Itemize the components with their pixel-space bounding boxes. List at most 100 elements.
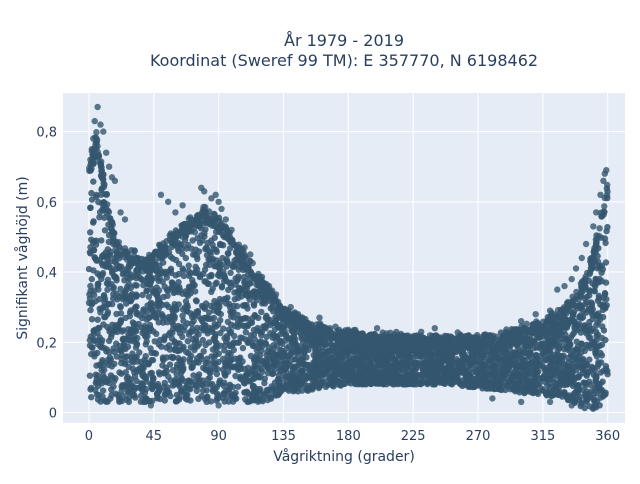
scatter-point — [597, 395, 603, 401]
scatter-point — [212, 235, 218, 241]
scatter-point — [159, 311, 165, 317]
scatter-point — [293, 356, 299, 362]
scatter-point — [378, 371, 384, 377]
scatter-point — [167, 361, 173, 367]
scatter-point — [571, 360, 577, 366]
scatter-point — [335, 359, 341, 365]
scatter-point — [254, 357, 260, 363]
scatter-point — [112, 375, 118, 381]
scatter-point — [476, 342, 482, 348]
scatter-point — [249, 320, 255, 326]
scatter-point — [221, 335, 227, 341]
scatter-point — [510, 361, 516, 367]
scatter-point — [136, 312, 142, 318]
scatter-point — [233, 261, 239, 267]
scatter-point — [482, 369, 488, 375]
scatter-point — [104, 287, 110, 293]
scatter-point — [227, 341, 233, 347]
scatter-point — [565, 347, 571, 353]
scatter-point — [599, 303, 605, 309]
scatter-point — [289, 349, 295, 355]
scatter-point — [438, 363, 444, 369]
scatter-point — [210, 386, 216, 392]
scatter-point — [111, 273, 117, 279]
scatter-point — [488, 378, 494, 384]
scatter-point — [133, 293, 139, 299]
scatter-point — [544, 336, 550, 342]
scatter-point — [235, 275, 241, 281]
scatter-point — [105, 281, 111, 287]
scatter-point — [592, 350, 598, 356]
scatter-point — [106, 338, 112, 344]
scatter-point — [510, 386, 516, 392]
scatter-point — [589, 339, 595, 345]
scatter-point — [604, 224, 610, 230]
scatter-point — [537, 361, 543, 367]
scatter-point — [326, 347, 332, 353]
scatter-point — [265, 387, 271, 393]
scatter-point — [179, 313, 185, 319]
scatter-point — [255, 315, 261, 321]
scatter-point — [160, 279, 166, 285]
scatter-point — [492, 367, 498, 373]
scatter-point — [367, 357, 373, 363]
scatter-point — [553, 340, 559, 346]
scatter-point — [193, 298, 199, 304]
scatter-point — [178, 387, 184, 393]
scatter-point — [542, 379, 548, 385]
scatter-point — [136, 263, 142, 269]
scatter-point — [558, 376, 564, 382]
scatter-point — [96, 296, 102, 302]
scatter-point — [258, 332, 264, 338]
scatter-point — [572, 322, 578, 328]
scatter-point — [354, 360, 360, 366]
scatter-point — [238, 316, 244, 322]
scatter-point — [439, 375, 445, 381]
scatter-point — [175, 326, 181, 332]
scatter-point — [150, 328, 156, 334]
scatter-point — [90, 218, 96, 224]
scatter-point — [208, 398, 214, 404]
scatter-point — [572, 390, 578, 396]
scatter-point — [242, 292, 248, 298]
scatter-point — [88, 190, 94, 196]
scatter-point — [299, 387, 305, 393]
scatter-point — [192, 270, 198, 276]
scatter-point — [90, 178, 96, 184]
scatter-point — [240, 345, 246, 351]
scatter-point — [525, 369, 531, 375]
scatter-point — [559, 357, 565, 363]
scatter-point — [152, 383, 158, 389]
scatter-point — [460, 341, 466, 347]
scatter-point — [177, 358, 183, 364]
scatter-point — [192, 229, 198, 235]
scatter-point — [220, 269, 226, 275]
scatter-point — [102, 227, 108, 233]
scatter-point — [242, 278, 248, 284]
scatter-point — [315, 380, 321, 386]
scatter-point — [519, 356, 525, 362]
scatter-point — [252, 293, 258, 299]
scatter-point — [303, 331, 309, 337]
scatter-point — [159, 362, 165, 368]
scatter-point — [194, 235, 200, 241]
scatter-point — [118, 318, 124, 324]
scatter-point — [341, 374, 347, 380]
scatter-point — [551, 360, 557, 366]
scatter-point — [279, 341, 285, 347]
scatter-point — [602, 291, 608, 297]
scatter-point — [110, 286, 116, 292]
scatter-point — [230, 398, 236, 404]
scatter-point — [550, 316, 556, 322]
scatter-point — [384, 351, 390, 357]
scatter-point — [269, 334, 275, 340]
scatter-point — [88, 394, 94, 400]
scatter-point — [170, 355, 176, 361]
scatter-point — [533, 354, 539, 360]
scatter-point — [330, 383, 336, 389]
scatter-point — [323, 378, 329, 384]
scatter-point — [147, 370, 153, 376]
scatter-point — [217, 343, 223, 349]
scatter-point — [288, 370, 294, 376]
scatter-point — [184, 302, 190, 308]
